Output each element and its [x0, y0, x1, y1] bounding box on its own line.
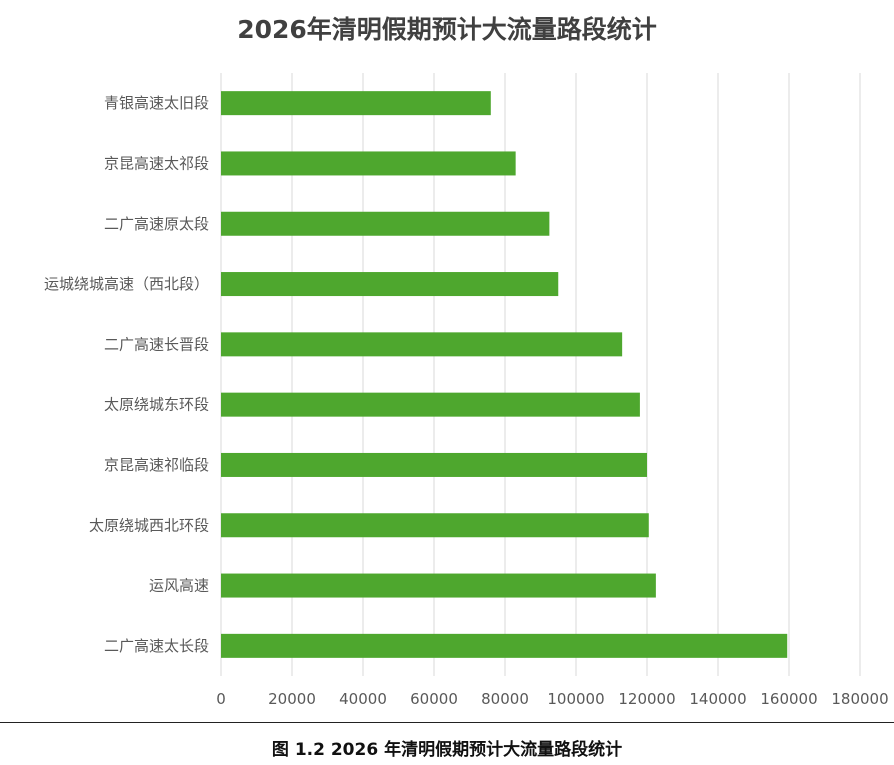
- caption-divider: [0, 722, 894, 723]
- x-tick-label: 40000: [339, 690, 387, 708]
- bar: [221, 91, 491, 116]
- x-tick-label: 0: [216, 690, 226, 708]
- category-label: 京昆高速太祁段: [104, 154, 209, 172]
- chart-title: 2026年清明假期预计大流量路段统计: [237, 15, 657, 44]
- category-label: 运风高速: [149, 577, 209, 595]
- category-label: 二广高速太长段: [104, 637, 209, 655]
- x-tick-label: 160000: [760, 690, 817, 708]
- category-label: 二广高速长晋段: [104, 335, 209, 353]
- category-label: 二广高速原太段: [104, 215, 209, 233]
- x-tick-label: 100000: [547, 690, 604, 708]
- category-label: 太原绕城东环段: [104, 396, 209, 414]
- x-tick-label: 120000: [618, 690, 675, 708]
- x-tick-label: 60000: [410, 690, 458, 708]
- figure-caption: 图 1.2 2026 年清明假期预计大流量路段统计: [271, 740, 623, 760]
- bar: [221, 211, 550, 236]
- bar: [221, 151, 516, 176]
- category-label: 青银高速太旧段: [104, 94, 209, 112]
- category-label: 太原绕城西北环段: [89, 516, 209, 534]
- x-tick-label: 20000: [268, 690, 316, 708]
- bar: [221, 513, 649, 538]
- bar-chart: 0 20000 40000 60000 80000 100000 120000 140000 1…: [44, 73, 889, 708]
- x-tick-label: 140000: [689, 690, 746, 708]
- bar: [221, 452, 647, 477]
- bar: [221, 332, 623, 357]
- bar: [221, 272, 559, 297]
- category-label: 京昆高速祁临段: [104, 456, 209, 474]
- bar: [221, 392, 640, 417]
- x-tick-label: 80000: [481, 690, 529, 708]
- bar: [221, 573, 656, 598]
- x-tick-label: 180000: [831, 690, 888, 708]
- bar: [221, 633, 788, 658]
- category-label: 运城绕城高速（西北段）: [44, 275, 209, 293]
